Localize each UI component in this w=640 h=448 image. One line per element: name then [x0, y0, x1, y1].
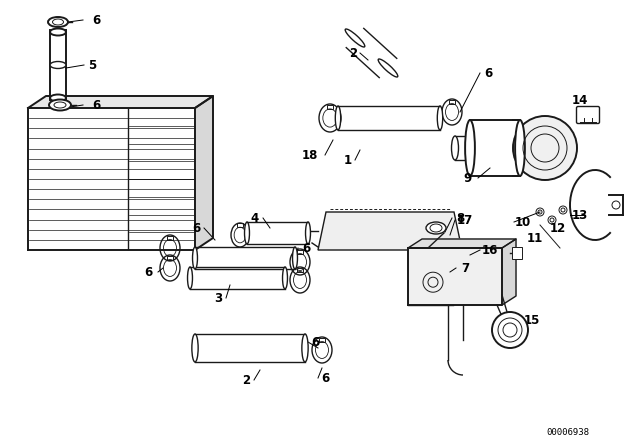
Text: 6: 6: [92, 99, 100, 112]
Text: 15: 15: [524, 314, 540, 327]
Ellipse shape: [292, 247, 298, 269]
Ellipse shape: [515, 120, 525, 176]
Ellipse shape: [345, 29, 365, 47]
Text: 11: 11: [527, 232, 543, 245]
Ellipse shape: [305, 222, 310, 244]
Bar: [449, 99, 455, 103]
Bar: [167, 236, 173, 240]
Text: 17: 17: [457, 214, 473, 227]
Ellipse shape: [426, 222, 446, 234]
Polygon shape: [502, 239, 516, 305]
Text: 6: 6: [302, 241, 310, 254]
Text: 14: 14: [572, 94, 588, 107]
Ellipse shape: [335, 106, 340, 130]
Circle shape: [492, 312, 528, 348]
Ellipse shape: [50, 61, 66, 69]
Text: 12: 12: [550, 221, 566, 234]
Bar: [297, 267, 303, 271]
Ellipse shape: [437, 106, 443, 130]
Text: 18: 18: [302, 148, 318, 161]
Text: 9: 9: [464, 172, 472, 185]
Ellipse shape: [50, 29, 66, 35]
Text: 6: 6: [92, 13, 100, 26]
Text: 6: 6: [484, 66, 492, 79]
Bar: [237, 224, 243, 228]
Text: 6: 6: [144, 266, 152, 279]
Bar: [512, 247, 522, 259]
Bar: [167, 256, 173, 259]
Text: 2: 2: [349, 47, 357, 60]
Text: 2: 2: [242, 374, 250, 387]
Text: 16: 16: [482, 244, 498, 257]
Bar: [327, 105, 333, 109]
Ellipse shape: [49, 99, 71, 111]
Text: 3: 3: [214, 292, 222, 305]
Ellipse shape: [378, 59, 398, 77]
Circle shape: [513, 116, 577, 180]
Bar: [319, 338, 325, 341]
Polygon shape: [195, 96, 213, 250]
Ellipse shape: [302, 334, 308, 362]
Polygon shape: [408, 248, 502, 305]
Text: 13: 13: [572, 208, 588, 221]
Ellipse shape: [282, 267, 287, 289]
Ellipse shape: [193, 247, 198, 269]
Ellipse shape: [48, 17, 68, 27]
Text: 10: 10: [515, 215, 531, 228]
Text: 00006938: 00006938: [547, 427, 589, 436]
Ellipse shape: [188, 267, 193, 289]
Text: 6: 6: [321, 371, 329, 384]
Text: 1: 1: [344, 154, 352, 167]
Ellipse shape: [244, 222, 250, 244]
Bar: [297, 250, 303, 254]
Polygon shape: [28, 96, 213, 108]
Text: 4: 4: [251, 211, 259, 224]
Text: 6: 6: [311, 336, 319, 349]
Ellipse shape: [50, 95, 66, 102]
Text: 5: 5: [88, 59, 96, 72]
Text: 7: 7: [461, 262, 469, 275]
Ellipse shape: [465, 120, 475, 176]
Ellipse shape: [192, 334, 198, 362]
Text: 8: 8: [456, 211, 464, 224]
FancyBboxPatch shape: [577, 107, 600, 124]
Ellipse shape: [451, 136, 458, 160]
Polygon shape: [318, 212, 462, 250]
Text: 6: 6: [192, 221, 200, 234]
Polygon shape: [408, 239, 516, 248]
